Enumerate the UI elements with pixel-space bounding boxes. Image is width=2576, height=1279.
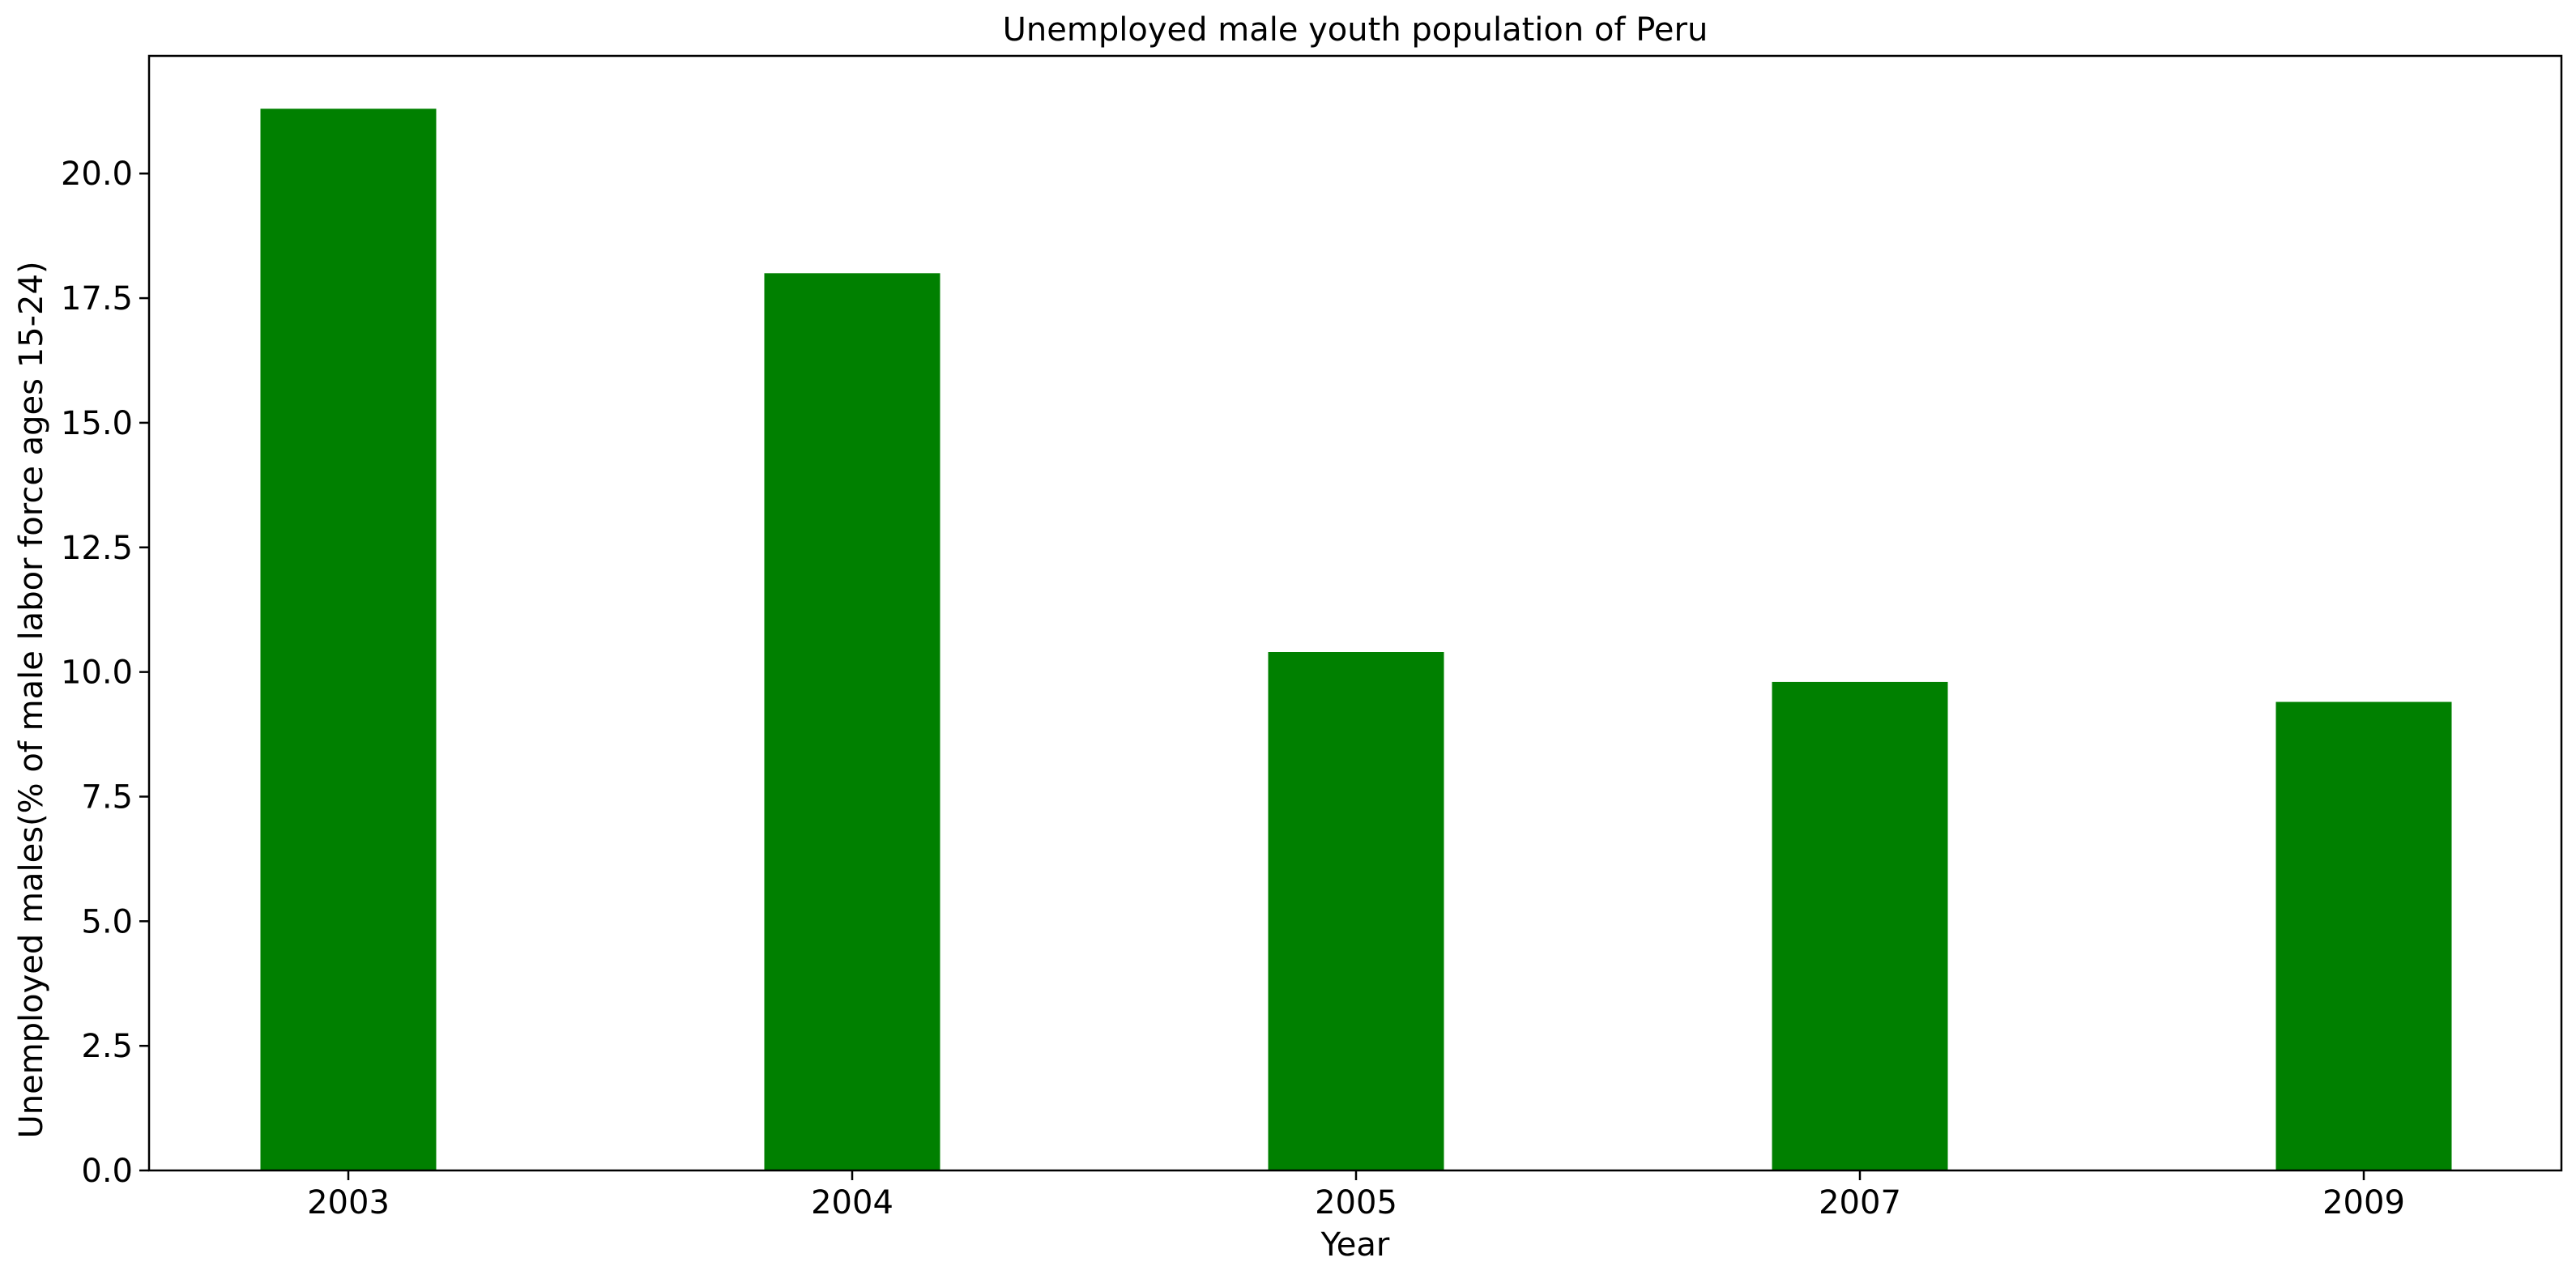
y-tick-label: 12.5 xyxy=(61,530,133,567)
bar-2007 xyxy=(1772,681,1948,1170)
bar-2003 xyxy=(260,109,437,1171)
y-tick-label: 0.0 xyxy=(81,1153,133,1190)
chart-title: Unemployed male youth population of Peru xyxy=(1003,11,1708,49)
bar-2004 xyxy=(764,273,940,1171)
x-axis-label: Year xyxy=(1320,1226,1390,1264)
y-axis-ticks: 0.0 2.5 5.0 7.5 10.0 12.5 15.0 17.5 20.0 xyxy=(61,156,149,1190)
y-tick-label: 5.0 xyxy=(81,903,133,940)
x-tick-label: 2009 xyxy=(2322,1184,2405,1221)
x-tick-label: 2007 xyxy=(1819,1184,1901,1221)
y-tick-label: 20.0 xyxy=(61,156,133,193)
x-axis-ticks: 2003 2004 2005 2007 2009 xyxy=(307,1170,2405,1221)
y-tick-label: 17.5 xyxy=(61,280,133,318)
y-tick-label: 15.0 xyxy=(61,405,133,442)
y-tick-label: 2.5 xyxy=(81,1028,133,1065)
y-axis-label: Unemployed males(% of male labor force a… xyxy=(13,261,50,1138)
x-tick-label: 2003 xyxy=(307,1184,390,1221)
x-tick-label: 2005 xyxy=(1315,1184,1397,1221)
y-tick-label: 7.5 xyxy=(81,778,133,816)
plot-frame xyxy=(147,54,2563,1172)
y-tick-label: 10.0 xyxy=(61,654,133,692)
x-tick-label: 2004 xyxy=(811,1184,893,1221)
bars-group xyxy=(260,109,2452,1171)
bar-2009 xyxy=(2275,701,2452,1170)
bar-2005 xyxy=(1268,652,1444,1170)
